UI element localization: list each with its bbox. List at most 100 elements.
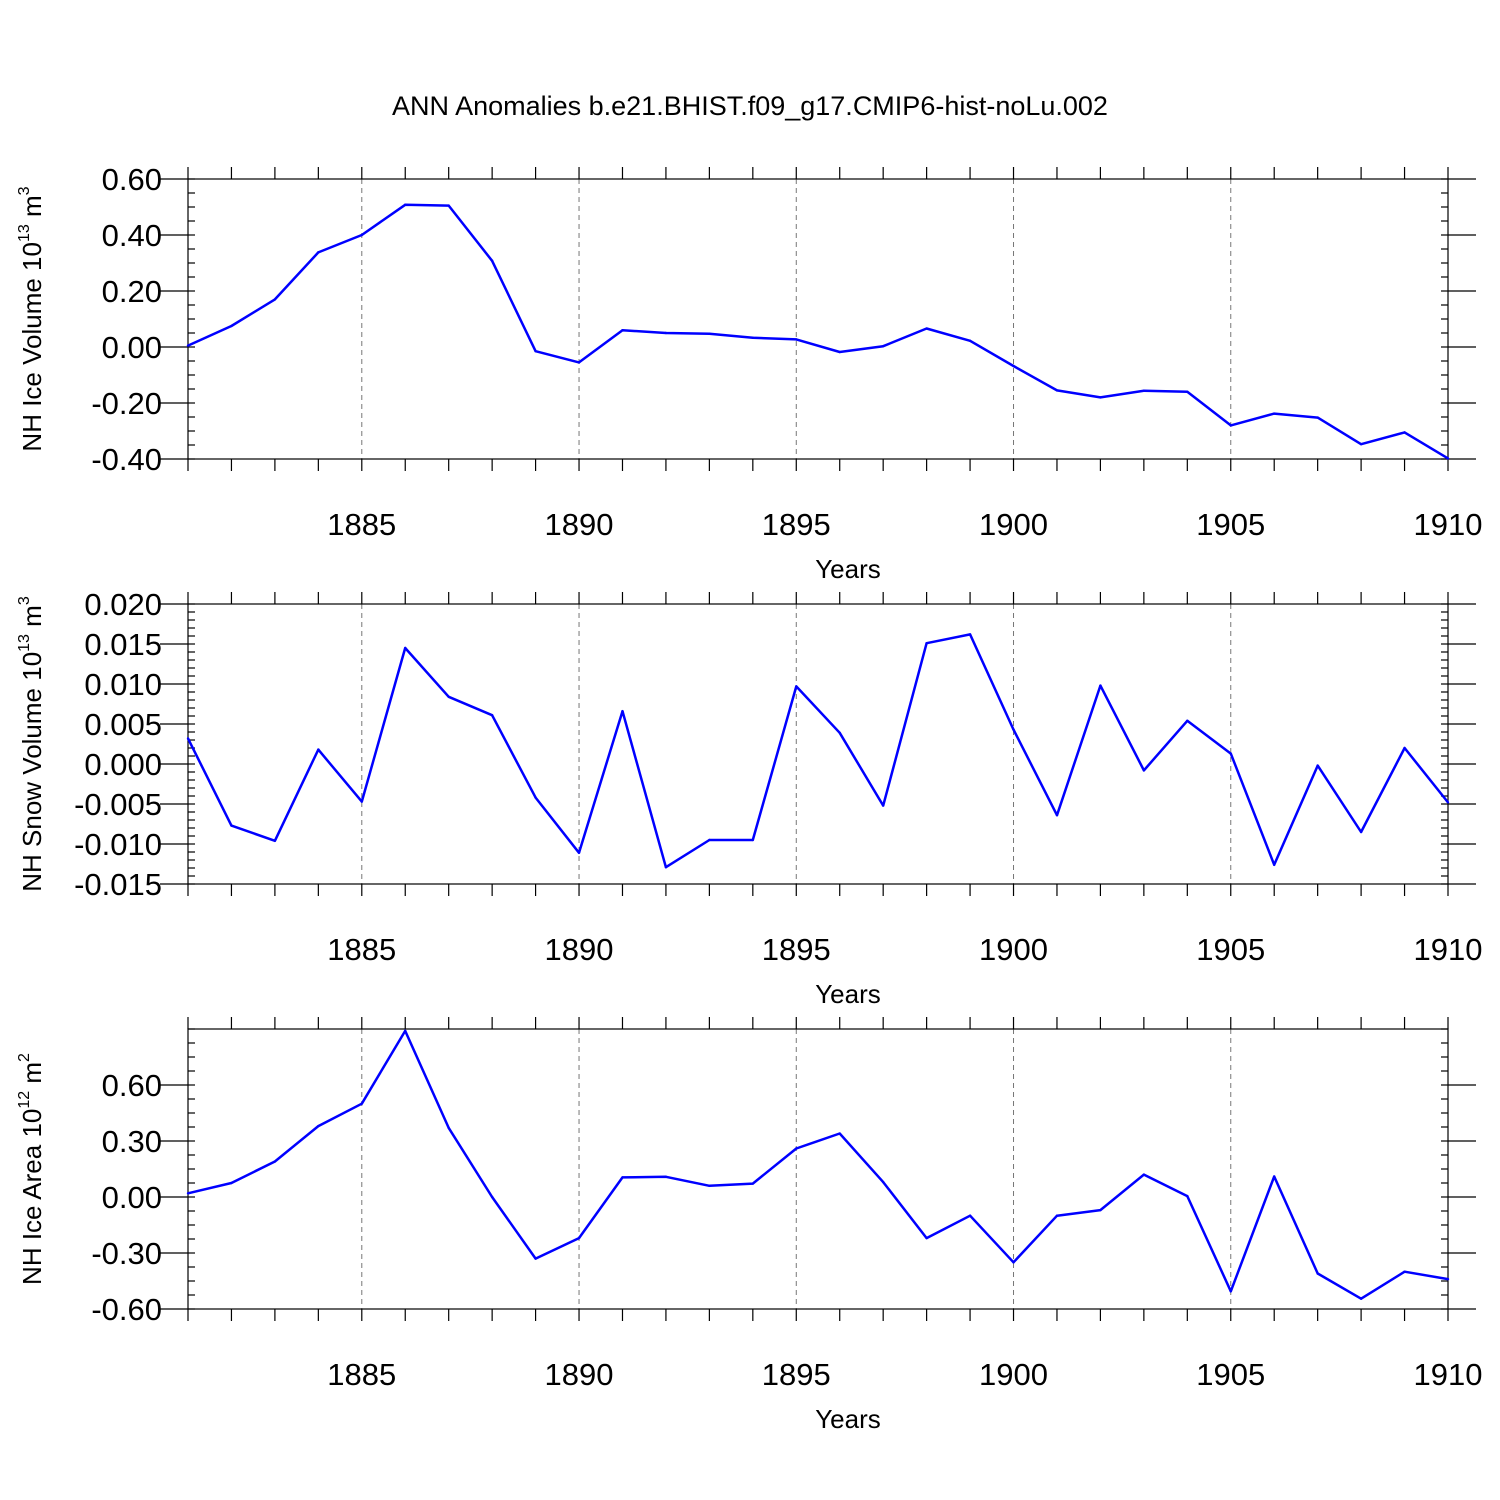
x-tick-label-1895: 1895	[762, 1357, 831, 1392]
data-point-1900	[1012, 364, 1015, 368]
y-tick-label: 0.00	[102, 330, 162, 365]
data-point-1884	[317, 251, 320, 254]
data-point-1885	[360, 800, 363, 803]
y-axis-label: NH Ice Volume 1013 m3	[16, 186, 47, 451]
data-point-1886	[404, 646, 407, 650]
data-point-1904	[1186, 719, 1189, 722]
data-point-1899	[968, 339, 972, 343]
data-point-1886	[404, 203, 407, 206]
data-point-1902	[1099, 396, 1102, 399]
data-point-1887	[447, 204, 450, 207]
data-point-1895	[795, 685, 798, 688]
y-axis-label-unit: m	[17, 1062, 47, 1091]
data-point-1910	[1446, 801, 1450, 804]
y-tick-label: 0.000	[84, 747, 162, 782]
y-tick-label: 0.00	[102, 1180, 162, 1215]
x-tick-label-1885: 1885	[327, 1357, 396, 1392]
data-point-1895	[795, 1147, 798, 1150]
data-point-1882	[230, 324, 233, 328]
data-point-1906	[1273, 1175, 1276, 1178]
data-point-1899	[968, 1214, 972, 1217]
x-axis-label: Years	[815, 979, 881, 1009]
series-line	[187, 203, 1449, 460]
panel-3: 1885 1890 1895 1900 1905 1910 0.60 0.30 0.00 -0.3…	[16, 1017, 1482, 1434]
y-tick-label: 0.015	[84, 627, 162, 662]
data-point-1888	[490, 714, 494, 717]
x-axis-label: Years	[815, 1404, 881, 1434]
data-point-1907	[1316, 416, 1319, 419]
data-point-1887	[447, 695, 450, 698]
x-tick-label-1890: 1890	[545, 932, 614, 967]
panel-2: 1885 1890 1895 1900 1905 1910 0.020 0.015 0.010 0…	[16, 587, 1482, 1009]
data-point-1884	[317, 1124, 320, 1128]
x-tick-label-1905: 1905	[1196, 932, 1265, 967]
y-tick-label: 0.30	[102, 1124, 162, 1159]
y-axis-label-main: NH Ice Volume 10	[17, 242, 47, 452]
data-point-1909	[1403, 746, 1406, 750]
data-point-1904	[1186, 1194, 1189, 1198]
data-point-1897	[881, 804, 885, 807]
data-point-1906	[1273, 863, 1276, 866]
data-point-1902	[1099, 1208, 1102, 1212]
y-axis-label-unit-exponent: 2	[16, 1053, 33, 1062]
x-axis-label: Years	[815, 554, 881, 584]
y-axis-label: NH Snow Volume 1013 m3	[16, 596, 47, 892]
series-line	[187, 1029, 1449, 1300]
y-axis-label: NH Ice Area 1012 m2	[16, 1053, 47, 1285]
data-point-1903	[1142, 389, 1146, 392]
data-point-1888	[490, 259, 494, 262]
data-point-1897	[881, 1180, 885, 1184]
y-axis-label-unit-exponent: 3	[16, 596, 33, 605]
data-point-1896	[838, 1132, 841, 1135]
data-point-1893	[708, 1184, 711, 1188]
y-tick-label: -0.005	[74, 787, 162, 822]
data-point-1905	[1229, 1290, 1232, 1293]
data-point-1894	[751, 838, 755, 842]
data-point-1908	[1359, 442, 1363, 446]
y-axis-label-exponent: 12	[16, 1091, 33, 1109]
plot-frame	[187, 603, 1449, 885]
data-point-1885	[360, 1102, 363, 1105]
data-point-1888	[490, 1195, 494, 1199]
data-point-1910	[1446, 1277, 1450, 1281]
x-tick-label-1910: 1910	[1414, 932, 1483, 967]
x-tick-label-1900: 1900	[979, 507, 1048, 542]
y-tick-label: 0.60	[102, 1068, 162, 1103]
data-point-1891	[621, 1176, 624, 1179]
data-point-1899	[968, 633, 972, 636]
data-point-1894	[751, 1182, 755, 1185]
data-point-1890	[577, 361, 581, 364]
x-tick-label-1900: 1900	[979, 932, 1048, 967]
data-point-1893	[708, 838, 711, 842]
y-axis-label-unit-exponent: 3	[16, 186, 33, 195]
data-point-1907	[1316, 1272, 1319, 1275]
data-point-1897	[881, 344, 885, 348]
plot-frame	[187, 178, 1449, 460]
data-point-1892	[664, 331, 668, 335]
data-point-1885	[360, 233, 363, 237]
y-tick-label: -0.010	[74, 827, 162, 862]
data-point-1906	[1273, 412, 1276, 415]
y-tick-label: -0.30	[91, 1236, 162, 1271]
data-point-1890	[577, 851, 581, 854]
y-axis-label-unit: m	[17, 605, 47, 634]
data-point-1900	[1012, 728, 1015, 731]
y-tick-label: 0.20	[102, 274, 162, 309]
data-point-1905	[1229, 424, 1232, 427]
x-tick-label-1895: 1895	[762, 932, 831, 967]
data-point-1898	[925, 1236, 928, 1240]
x-tick-label-1905: 1905	[1196, 1357, 1265, 1392]
data-point-1896	[838, 350, 841, 354]
data-point-1887	[447, 1126, 450, 1130]
data-point-1910	[1446, 457, 1450, 460]
data-point-1892	[664, 866, 668, 869]
x-tick-label-1910: 1910	[1414, 1357, 1483, 1392]
y-tick-label: -0.60	[91, 1292, 162, 1327]
data-point-1905	[1229, 752, 1232, 755]
panel-1: 1885 1890 1895 1900 1905 1910 0.60 0.40 0.20 0.00…	[16, 162, 1482, 584]
y-axis-label-main: NH Ice Area 10	[17, 1109, 47, 1285]
x-tick-label-1885: 1885	[327, 932, 396, 967]
data-point-1891	[621, 329, 624, 332]
x-tick-label-1890: 1890	[545, 1357, 614, 1392]
y-axis-label-exponent: 13	[16, 224, 33, 242]
